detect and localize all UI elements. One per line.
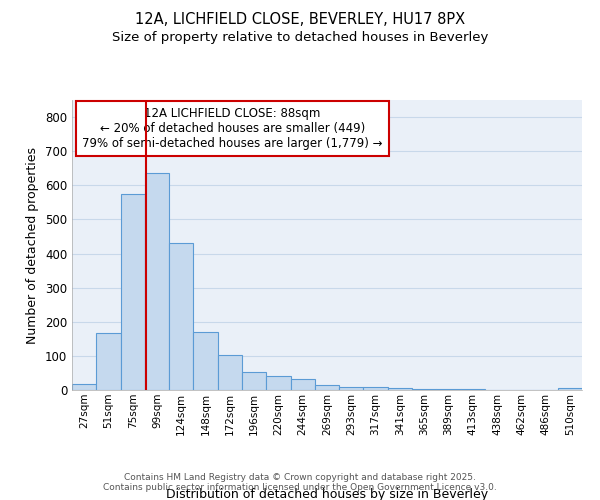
Bar <box>388 388 412 390</box>
X-axis label: Distribution of detached houses by size in Beverley: Distribution of detached houses by size … <box>166 488 488 500</box>
Bar <box>169 244 193 390</box>
Bar <box>315 385 339 390</box>
Bar <box>339 386 364 390</box>
Bar <box>242 372 266 390</box>
Bar <box>364 388 388 390</box>
Text: Size of property relative to detached houses in Beverley: Size of property relative to detached ho… <box>112 31 488 44</box>
Bar <box>412 388 436 390</box>
Bar <box>96 332 121 390</box>
Text: 12A, LICHFIELD CLOSE, BEVERLEY, HU17 8PX: 12A, LICHFIELD CLOSE, BEVERLEY, HU17 8PX <box>135 12 465 28</box>
Y-axis label: Number of detached properties: Number of detached properties <box>26 146 40 344</box>
Bar <box>193 332 218 390</box>
Bar <box>266 376 290 390</box>
Bar <box>218 355 242 390</box>
Bar <box>72 384 96 390</box>
Bar <box>121 194 145 390</box>
Text: Contains HM Land Registry data © Crown copyright and database right 2025.
Contai: Contains HM Land Registry data © Crown c… <box>103 473 497 492</box>
Text: 12A LICHFIELD CLOSE: 88sqm
← 20% of detached houses are smaller (449)
79% of sem: 12A LICHFIELD CLOSE: 88sqm ← 20% of deta… <box>82 108 383 150</box>
Bar <box>558 388 582 390</box>
Bar <box>436 389 461 390</box>
Bar <box>290 379 315 390</box>
Bar <box>145 174 169 390</box>
